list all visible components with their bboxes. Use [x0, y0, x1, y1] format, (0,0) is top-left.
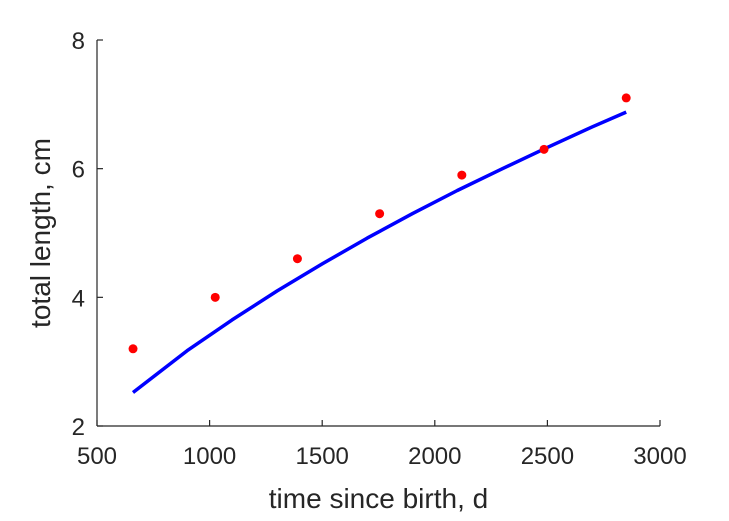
x-tick-label: 1000 [183, 443, 236, 470]
axes [96, 40, 660, 427]
data-point [539, 144, 549, 154]
y-tick-label: 2 [72, 414, 85, 441]
y-tick-label: 4 [72, 285, 85, 312]
data-point [292, 254, 302, 264]
data-point [621, 93, 631, 103]
data-point [210, 292, 220, 302]
x-tick-label: 500 [77, 443, 117, 470]
x-tick-label: 2500 [521, 443, 574, 470]
data-point [375, 209, 385, 219]
data-point [128, 344, 138, 354]
y-tick-label: 6 [72, 157, 85, 184]
x-axis-title: time since birth, d [269, 483, 488, 514]
y-axis-title: total length, cm [25, 138, 56, 328]
x-tick-label: 3000 [633, 443, 686, 470]
series-layer [128, 93, 631, 394]
fit-line [131, 110, 627, 394]
x-tick-label: 2000 [408, 443, 461, 470]
x-tick-label: 1500 [296, 443, 349, 470]
data-point [457, 170, 467, 180]
y-tick-label: 8 [72, 28, 85, 55]
ticks: 500 1000 1500 2000 2500 3000 2 4 6 8 [72, 28, 687, 470]
